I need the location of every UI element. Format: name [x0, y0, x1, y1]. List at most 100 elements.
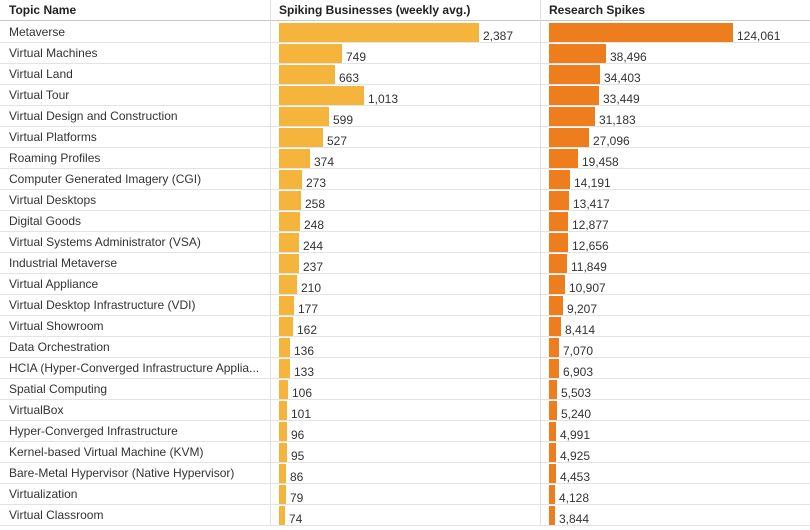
research-value-label: 34,403: [604, 71, 641, 85]
table-row[interactable]: Virtual Machines 749 38,496: [0, 43, 810, 64]
table-row[interactable]: Virtual Appliance 210 10,907: [0, 274, 810, 295]
businesses-value-label: 749: [346, 50, 367, 64]
table-row[interactable]: Virtual Classroom 74 3,844: [0, 505, 810, 526]
table-row[interactable]: Data Orchestration 136 7,070: [0, 337, 810, 358]
businesses-bar: [279, 422, 287, 441]
table-row[interactable]: Virtual Land 663 34,403: [0, 64, 810, 85]
row-divider: [0, 63, 810, 64]
research-value-label: 14,191: [574, 176, 611, 190]
research-bar: [549, 23, 733, 42]
topic-name[interactable]: Virtual Desktop Infrastructure (VDI): [9, 298, 196, 312]
research-bar: [549, 401, 557, 420]
research-value-label: 12,877: [572, 218, 609, 232]
topic-name[interactable]: Metaverse: [9, 25, 66, 39]
businesses-value-label: 136: [294, 344, 315, 358]
table-row[interactable]: Kernel-based Virtual Machine (KVM) 95 4,92…: [0, 442, 810, 463]
research-bar: [549, 296, 563, 315]
topic-name[interactable]: Virtual Platforms: [9, 130, 97, 144]
table-row[interactable]: VirtualBox 101 5,240: [0, 400, 810, 421]
table-row[interactable]: Virtual Platforms 527 27,096: [0, 127, 810, 148]
businesses-bar: [279, 275, 297, 294]
table-row[interactable]: HCIA (Hyper-Converged Infrastructure App…: [0, 358, 810, 379]
topic-name[interactable]: Data Orchestration: [9, 340, 110, 354]
topic-name[interactable]: Virtual Design and Construction: [9, 109, 178, 123]
table-row[interactable]: Virtual Desktop Infrastructure (VDI) 177 9…: [0, 295, 810, 316]
topic-name[interactable]: Virtual Land: [9, 67, 73, 81]
topic-name[interactable]: Virtual Showroom: [9, 319, 104, 333]
topic-name[interactable]: Virtual Appliance: [9, 277, 99, 291]
businesses-bar: [279, 401, 287, 420]
header-research-spikes[interactable]: Research Spikes: [549, 3, 646, 17]
businesses-bar: [279, 254, 299, 273]
topic-name[interactable]: Bare-Metal Hypervisor (Native Hypervisor…: [9, 466, 235, 480]
research-value-label: 13,417: [573, 197, 610, 211]
table-row[interactable]: Digital Goods 248 12,877: [0, 211, 810, 232]
row-divider: [0, 273, 810, 274]
topic-name[interactable]: Industrial Metaverse: [9, 256, 118, 270]
research-value-label: 5,503: [561, 386, 592, 400]
row-divider: [0, 126, 810, 127]
topic-name[interactable]: VirtualBox: [9, 403, 64, 417]
research-bar: [549, 380, 557, 399]
businesses-value-label: 133: [294, 365, 315, 379]
row-divider: [0, 336, 810, 337]
header-spiking-businesses[interactable]: Spiking Businesses (weekly avg.): [279, 3, 471, 17]
businesses-bar: [279, 65, 335, 84]
table-row[interactable]: Virtual Systems Administrator (VSA) 244 12…: [0, 232, 810, 253]
businesses-value-label: 210: [301, 281, 322, 295]
topic-name[interactable]: Spatial Computing: [9, 382, 108, 396]
table-row[interactable]: Bare-Metal Hypervisor (Native Hypervisor…: [0, 463, 810, 484]
table-row[interactable]: Metaverse 2,387 124,061: [0, 22, 810, 43]
businesses-value-label: 96: [291, 428, 305, 442]
research-bar: [549, 86, 599, 105]
row-divider: [0, 147, 810, 148]
topic-name[interactable]: Hyper-Converged Infrastructure: [9, 424, 178, 438]
table-row[interactable]: Computer Generated Imagery (CGI) 273 14,19…: [0, 169, 810, 190]
businesses-value-label: 86: [290, 470, 304, 484]
research-bar: [549, 233, 568, 252]
research-bar: [549, 275, 565, 294]
research-value-label: 11,849: [571, 260, 607, 274]
topic-name[interactable]: Virtual Systems Administrator (VSA): [9, 235, 201, 249]
research-value-label: 31,183: [599, 113, 636, 127]
businesses-value-label: 663: [339, 71, 360, 85]
topic-name[interactable]: HCIA (Hyper-Converged Infrastructure App…: [9, 361, 260, 375]
table-row[interactable]: Roaming Profiles 374 19,458: [0, 148, 810, 169]
row-divider: [0, 252, 810, 253]
topic-name[interactable]: Virtualization: [9, 487, 78, 501]
table-row[interactable]: Virtual Showroom 162 8,414: [0, 316, 810, 337]
businesses-bar: [279, 44, 342, 63]
topic-name[interactable]: Kernel-based Virtual Machine (KVM): [9, 445, 204, 459]
table-row[interactable]: Virtualization 79 4,128: [0, 484, 810, 505]
businesses-bar: [279, 296, 294, 315]
research-value-label: 8,414: [565, 323, 596, 337]
row-divider: [0, 483, 810, 484]
businesses-bar: [279, 128, 323, 147]
research-value-label: 33,449: [603, 92, 640, 106]
topic-name[interactable]: Virtual Desktops: [9, 193, 97, 207]
table-row[interactable]: Virtual Tour 1,013 33,449: [0, 85, 810, 106]
research-value-label: 4,453: [560, 470, 591, 484]
table-row[interactable]: Industrial Metaverse 237 11,849: [0, 253, 810, 274]
topic-name[interactable]: Virtual Machines: [9, 46, 98, 60]
table-row[interactable]: Virtual Design and Construction 599 31,183: [0, 106, 810, 127]
businesses-bar: [279, 380, 288, 399]
header-topic-name[interactable]: Topic Name: [9, 3, 77, 17]
topic-name[interactable]: Virtual Classroom: [9, 508, 104, 522]
topic-name[interactable]: Virtual Tour: [9, 88, 70, 102]
table-row[interactable]: Virtual Desktops 258 13,417: [0, 190, 810, 211]
table-row[interactable]: Hyper-Converged Infrastructure 96 4,991: [0, 421, 810, 442]
topic-name[interactable]: Computer Generated Imagery (CGI): [9, 172, 202, 186]
research-bar: [549, 359, 559, 378]
businesses-bar: [279, 233, 299, 252]
topic-name[interactable]: Digital Goods: [9, 214, 82, 228]
research-bar: [549, 338, 559, 357]
topic-name[interactable]: Roaming Profiles: [9, 151, 101, 165]
businesses-value-label: 74: [289, 512, 303, 526]
businesses-value-label: 1,013: [368, 92, 399, 106]
businesses-value-label: 244: [303, 239, 324, 253]
businesses-bar: [279, 485, 286, 504]
research-value-label: 4,991: [560, 428, 591, 442]
table-row[interactable]: Spatial Computing 106 5,503: [0, 379, 810, 400]
